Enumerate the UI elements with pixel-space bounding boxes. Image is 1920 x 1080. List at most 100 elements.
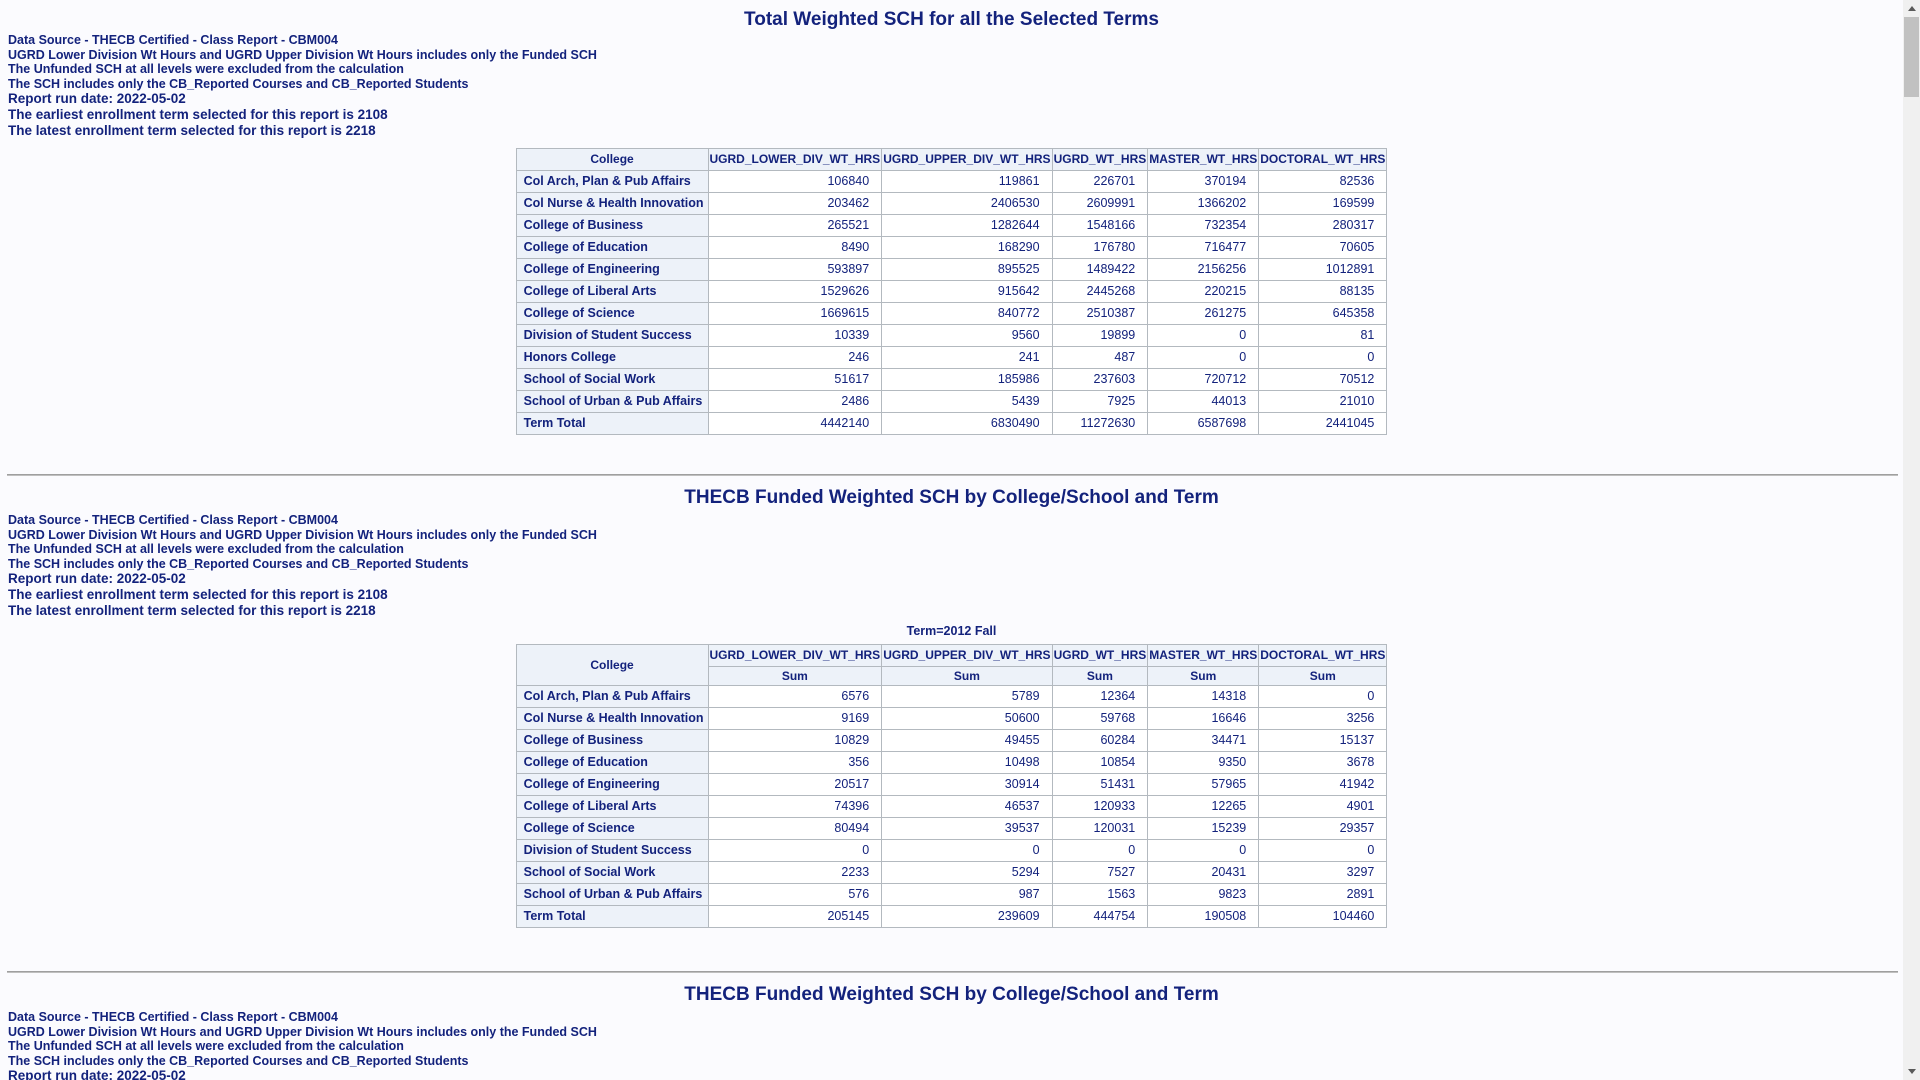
column-subheader-sum: Sum: [1147, 666, 1260, 686]
value-cell: 205145: [707, 905, 883, 928]
value-cell: 9823: [1147, 883, 1260, 906]
row-header: Col Arch, Plan & Pub Affairs: [515, 170, 709, 193]
value-cell: 21010: [1258, 390, 1388, 413]
value-cell: 104460: [1258, 905, 1388, 928]
value-cell: 0: [1051, 839, 1149, 862]
table-row: Col Arch, Plan & Pub Affairs 6576 5789 1236…: [515, 685, 1388, 708]
value-cell: 203462: [707, 192, 883, 215]
value-cell: 41942: [1258, 773, 1388, 796]
value-cell: 176780: [1051, 236, 1149, 259]
scroll-down-icon: [1907, 1069, 1916, 1074]
value-cell: 2445268: [1051, 280, 1149, 303]
section-divider: [7, 971, 1898, 973]
table-row: Honors College 246 241 487 0 0: [515, 346, 1388, 369]
scrollbar-up-button[interactable]: [1903, 0, 1920, 17]
value-cell: 237603: [1051, 368, 1149, 391]
value-cell: 1012891: [1258, 258, 1388, 281]
row-header: Col Nurse & Health Innovation: [515, 192, 709, 215]
value-cell: 81: [1258, 324, 1388, 347]
value-cell: 915642: [881, 280, 1053, 303]
term-caption: Term=2012 Fall: [906, 624, 997, 638]
vertical-scrollbar[interactable]: [1903, 0, 1920, 1080]
row-header: School of Social Work: [515, 861, 709, 884]
row-header: School of Urban & Pub Affairs: [515, 390, 709, 413]
value-cell: 2156256: [1147, 258, 1260, 281]
table-row: Col Nurse & Health Innovation 203462 24065…: [515, 192, 1388, 215]
note-run-date: Report run date: 2022-05-02: [8, 1068, 186, 1080]
header-row: College UGRD_LOWER_DIV_WT_HRS UGRD_UPPER_D…: [515, 644, 1388, 686]
value-cell: 46537: [881, 795, 1053, 818]
column-header: MASTER_WT_HRS: [1147, 148, 1260, 171]
value-cell: 6587698: [1147, 412, 1260, 435]
value-cell: 70512: [1258, 368, 1388, 391]
value-cell: 106840: [707, 170, 883, 193]
table-row: School of Urban & Pub Affairs 2486 5439 792…: [515, 390, 1388, 413]
note-data-source: Data Source - THECB Certified - Class Re…: [8, 33, 338, 47]
note-unfunded-sch: The Unfunded SCH at all levels were excl…: [8, 1039, 404, 1053]
value-cell: 20431: [1147, 861, 1260, 884]
value-cell: 4442140: [707, 412, 883, 435]
table-row: Division of Student Success 0 0 0 0 0: [515, 839, 1388, 862]
row-header: School of Urban & Pub Affairs: [515, 883, 709, 906]
row-header: College of Engineering: [515, 773, 709, 796]
value-cell: 5294: [881, 861, 1053, 884]
row-header: College of Science: [515, 302, 709, 325]
value-cell: 12265: [1147, 795, 1260, 818]
table-row: College of Liberal Arts 74396 46537 120933 1…: [515, 795, 1388, 818]
value-cell: 2510387: [1051, 302, 1149, 325]
value-cell: 226701: [1051, 170, 1149, 193]
column-header: DOCTORAL_WT_HRS: [1258, 644, 1388, 667]
value-cell: 14318: [1147, 685, 1260, 708]
value-cell: 356: [707, 751, 883, 774]
table-row: Col Nurse & Health Innovation 9169 50600 59…: [515, 707, 1388, 730]
table-row: School of Social Work 2233 5294 7527 20431 32…: [515, 861, 1388, 884]
note-funded-sch: UGRD Lower Division Wt Hours and UGRD Up…: [8, 47, 597, 62]
column-header: MASTER_WT_HRS: [1147, 644, 1260, 667]
section-total-weighted-sch: Total Weighted SCH for all the Selected …: [0, 9, 1903, 435]
row-header: College of Engineering: [515, 258, 709, 281]
value-cell: 2406530: [881, 192, 1053, 215]
note-cb-reported: The SCH includes only the CB_Reported Co…: [8, 1053, 469, 1068]
value-cell: 0: [707, 839, 883, 862]
value-cell: 50600: [881, 707, 1053, 730]
scrollbar-down-button[interactable]: [1903, 1063, 1920, 1080]
value-cell: 444754: [1051, 905, 1149, 928]
value-cell: 120031: [1051, 817, 1149, 840]
value-cell: 987: [881, 883, 1053, 906]
column-header-college: College: [515, 148, 709, 171]
value-cell: 3256: [1258, 707, 1388, 730]
value-cell: 6576: [707, 685, 883, 708]
scrollbar-thumb[interactable]: [1904, 17, 1919, 97]
value-cell: 0: [881, 839, 1053, 862]
table-row: College of Business 265521 1282644 1548166 7…: [515, 214, 1388, 237]
column-header: UGRD_WT_HRS: [1051, 148, 1149, 171]
value-cell: 169599: [1258, 192, 1388, 215]
value-cell: 60284: [1051, 729, 1149, 752]
value-cell: 51431: [1051, 773, 1149, 796]
report-notes: Data Source - THECB Certified - Class Re…: [8, 513, 1903, 619]
value-cell: 2891: [1258, 883, 1388, 906]
value-cell: 370194: [1147, 170, 1260, 193]
value-cell: 34471: [1147, 729, 1260, 752]
report-notes: Data Source - THECB Certified - Class Re…: [8, 33, 1903, 139]
table-row: College of Education 8490 168290 176780 7164…: [515, 236, 1388, 259]
note-funded-sch: UGRD Lower Division Wt Hours and UGRD Up…: [8, 527, 597, 542]
value-cell: 10829: [707, 729, 883, 752]
value-cell: 265521: [707, 214, 883, 237]
table-row: Col Arch, Plan & Pub Affairs 106840 119861…: [515, 170, 1388, 193]
value-cell: 261275: [1147, 302, 1260, 325]
column-subheader-sum: Sum: [1258, 666, 1388, 686]
value-cell: 51617: [707, 368, 883, 391]
row-header: School of Social Work: [515, 368, 709, 391]
note-latest-term: The latest enrollment term selected for …: [8, 123, 376, 138]
table-row: College of Engineering 593897 895525 148942…: [515, 258, 1388, 281]
table-row: College of Business 10829 49455 60284 34471 1…: [515, 729, 1388, 752]
value-cell: 7925: [1051, 390, 1149, 413]
value-cell: 185986: [881, 368, 1053, 391]
row-header: College of Science: [515, 817, 709, 840]
value-cell: 7527: [1051, 861, 1149, 884]
table-row: Term Total 4442140 6830490 11272630 6587698 2…: [515, 412, 1388, 435]
value-cell: 0: [1258, 839, 1388, 862]
value-cell: 576: [707, 883, 883, 906]
